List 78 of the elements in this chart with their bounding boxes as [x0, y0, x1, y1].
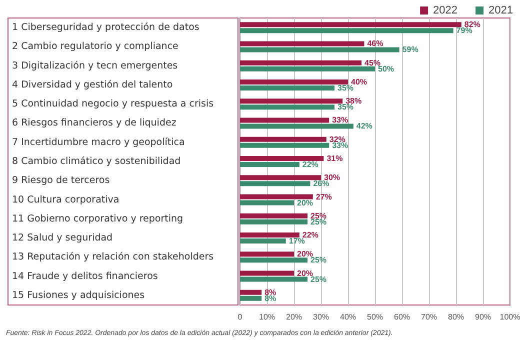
x-tick-label: 80%: [448, 312, 464, 322]
legend-label: 2022: [433, 4, 458, 16]
x-tick-label: 50%: [366, 312, 384, 322]
x-tick-label: 40%: [340, 312, 356, 322]
bar: [240, 124, 354, 129]
y-tick-label: 3 Digitalización y tecn emergentes: [12, 60, 178, 72]
data-label: 25%: [310, 256, 327, 265]
bar: [240, 136, 326, 142]
y-tick-label: 12 Salud y seguridad: [12, 232, 113, 244]
x-tick-label: 90%: [474, 312, 492, 322]
y-tick-label: 4 Diversidad y gestión del talento: [12, 79, 173, 90]
x-tick-label: 100%: [500, 312, 520, 322]
bar: [240, 194, 313, 200]
bar: [240, 238, 286, 244]
bar: [240, 232, 300, 238]
x-tick-label: 60%: [394, 312, 410, 322]
data-label: 46%: [367, 39, 384, 48]
bar: [240, 200, 294, 206]
y-tick-label: 14 Fraude y delitos financieros: [12, 270, 158, 282]
data-label: 25%: [310, 274, 327, 284]
bar: [240, 85, 334, 90]
y-tick-label: 9 Riesgo de terceros: [12, 175, 110, 186]
y-tick-label: 1 Ciberseguridad y protección de datos: [12, 22, 200, 34]
bar: [240, 41, 364, 46]
bar: [240, 290, 262, 295]
bar: [240, 60, 362, 66]
bar: [240, 118, 330, 123]
data-label: 22%: [302, 160, 318, 169]
x-tick-label: 70%: [420, 312, 438, 322]
bar: [240, 252, 294, 257]
data-label: 20%: [297, 268, 314, 278]
data-label: 79%: [456, 26, 472, 36]
bar: [240, 270, 294, 276]
y-tick-label: 2 Cambio regulatorio y compliance: [12, 41, 179, 52]
x-tick-label: 10%: [258, 312, 276, 322]
y-tick-label: 15 Fusiones y adquisiciones: [12, 290, 145, 301]
x-tick-label: 0: [238, 312, 243, 322]
bar: [240, 276, 308, 282]
data-label: 59%: [402, 45, 418, 54]
bar: [240, 98, 343, 104]
bar: [240, 28, 454, 34]
data-label: 33%: [332, 116, 348, 125]
data-label: 17%: [288, 236, 305, 246]
bar: [240, 181, 310, 186]
data-label: 31%: [326, 154, 343, 163]
bar: [240, 47, 400, 52]
bar: [240, 66, 375, 72]
bar: [240, 156, 324, 161]
data-label: 45%: [364, 58, 381, 68]
data-label: 35%: [338, 83, 354, 92]
data-label: 42%: [356, 122, 372, 131]
data-label: 22%: [302, 230, 318, 240]
y-tick-label: 11 Gobierno corporativo y reporting: [12, 213, 184, 224]
y-tick-label: 8 Cambio climático y sostenibilidad: [12, 156, 181, 167]
data-label: 40%: [351, 77, 368, 86]
bar: [240, 219, 308, 224]
x-tick-label: 20%: [286, 312, 302, 322]
bar: [240, 142, 330, 148]
bar: [240, 162, 300, 167]
bar: [240, 175, 321, 180]
bar: [240, 296, 262, 301]
data-label: 35%: [338, 102, 354, 112]
data-label: 27%: [316, 192, 332, 202]
y-tick-label: 6 Riesgos financieros y de liquidez: [12, 118, 176, 129]
legend-label: 2021: [488, 4, 514, 16]
data-label: 26%: [313, 179, 330, 188]
x-tick-label: 30%: [312, 312, 330, 322]
bar: [240, 104, 334, 110]
y-tick-label: 5 Continuidad negocio y respuesta a crisis: [12, 98, 214, 110]
bar: [240, 213, 308, 218]
data-label: 20%: [297, 198, 314, 208]
y-tick-label: 10 Cultura corporativa: [12, 194, 120, 206]
y-tick-label: 13 Reputación y relación con stakeholders: [12, 252, 214, 263]
bar: [240, 79, 348, 84]
bar: [240, 258, 308, 263]
data-label: 50%: [378, 64, 394, 74]
y-tick-label: 7 Incertidumbre macro y geopolítica: [12, 136, 185, 148]
bar: [240, 22, 462, 28]
